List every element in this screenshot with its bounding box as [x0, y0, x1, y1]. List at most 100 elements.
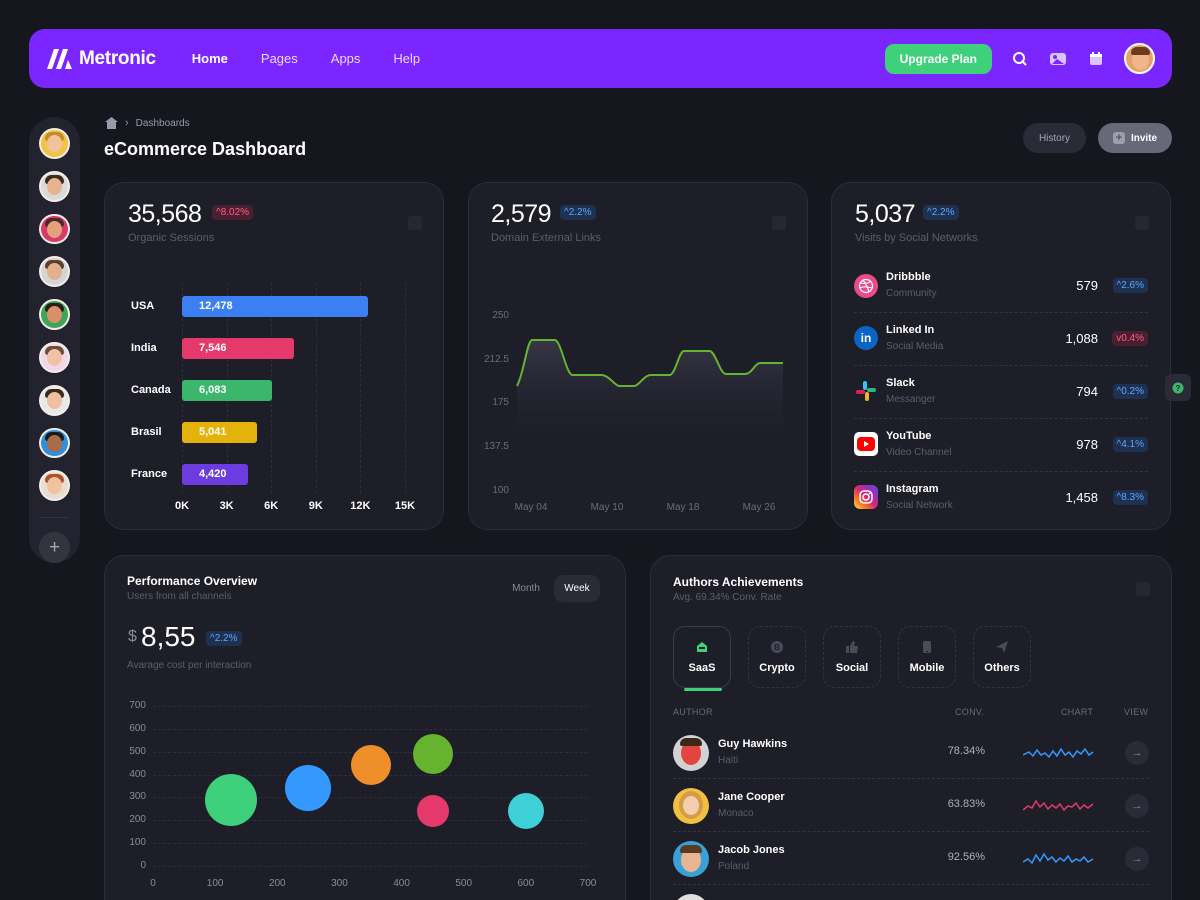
- divider: [854, 312, 1148, 313]
- card-menu-icon[interactable]: [772, 216, 786, 230]
- nav-home[interactable]: Home: [191, 51, 228, 66]
- x-tick: 400: [393, 878, 410, 889]
- tab-saas[interactable]: SaaS: [673, 626, 731, 691]
- tab-month[interactable]: Month: [512, 583, 540, 594]
- author-location: Haiti: [718, 755, 739, 766]
- metronic-logo-icon: [47, 48, 72, 69]
- gallery-icon[interactable]: [1048, 49, 1068, 69]
- area-fill: [517, 340, 783, 428]
- calendar-icon[interactable]: [1086, 49, 1106, 69]
- invite-button[interactable]: + Invite: [1098, 123, 1172, 153]
- view-author-button[interactable]: →: [1125, 794, 1149, 818]
- social-row-instagram[interactable]: Instagram Social Network 1,458 ^8.3%: [854, 472, 1148, 524]
- author-name[interactable]: Jane Cooper: [718, 791, 785, 803]
- sidebar-avatar-3[interactable]: [39, 213, 70, 245]
- sidebar-avatar-4[interactable]: [39, 256, 70, 288]
- organic-sessions-card: 35,568 ^8.02% Organic Sessions 0K 3K 6K 9K 1…: [104, 182, 444, 530]
- social-visits-label: Visits by Social Networks: [855, 232, 978, 244]
- x-tick: 100: [206, 878, 224, 889]
- bar[interactable]: 6,083: [182, 380, 273, 401]
- author-conv: 92.56%: [947, 851, 985, 863]
- upgrade-plan-button[interactable]: Upgrade Plan: [884, 43, 992, 74]
- external-links-change: ^2.2%: [560, 205, 596, 220]
- social-row-dribbble[interactable]: Dribbble Community 579 ^2.6%: [854, 260, 1148, 313]
- bubble[interactable]: [416, 795, 449, 828]
- sidebar-avatar-8[interactable]: [39, 427, 70, 459]
- bar[interactable]: 7,546: [182, 338, 295, 359]
- social-value: 794: [1076, 384, 1098, 399]
- social-row-slack[interactable]: Slack Messanger 794 ^0.2%: [854, 366, 1148, 419]
- social-row-youtube[interactable]: YouTube Video Channel 978 ^4.1%: [854, 419, 1148, 472]
- social-sub: Social Media: [886, 341, 944, 352]
- tab-crypto[interactable]: B Crypto: [748, 626, 806, 688]
- bubble[interactable]: [285, 765, 332, 812]
- add-contact-button[interactable]: +: [39, 532, 70, 563]
- nav-help[interactable]: Help: [393, 51, 421, 66]
- tab-mobile[interactable]: Mobile: [898, 626, 956, 688]
- nav-pages[interactable]: Pages: [260, 51, 298, 66]
- authors-achievements-card: Authors Achievements Avg. 69.34% Conv. R…: [650, 555, 1172, 900]
- grid-line: [153, 797, 588, 799]
- sidebar-avatar-5[interactable]: [39, 299, 70, 330]
- bar[interactable]: 5,041: [182, 422, 257, 443]
- brand[interactable]: Metronic: [46, 48, 156, 70]
- card-title: Performance Overview: [127, 574, 258, 588]
- mobile-icon: [923, 641, 931, 653]
- arrow-up-icon: ^: [210, 633, 215, 644]
- social-sub: Community: [886, 288, 937, 299]
- grid-line: [360, 283, 362, 493]
- table-row: [673, 885, 1149, 900]
- history-button[interactable]: History: [1023, 123, 1086, 153]
- home-icon[interactable]: [105, 117, 118, 129]
- tab-week[interactable]: Week: [554, 575, 600, 602]
- card-title: Authors Achievements: [673, 575, 804, 589]
- bubble[interactable]: [350, 745, 391, 786]
- bubble[interactable]: [412, 734, 453, 774]
- social-row-linkedin[interactable]: in Linked In Social Media 1,088 v0.4%: [854, 313, 1148, 366]
- sidebar-avatar-2[interactable]: [39, 170, 70, 202]
- tab-label: Mobile: [909, 662, 945, 674]
- y-tick: 175: [492, 397, 509, 408]
- tab-label: Crypto: [759, 662, 795, 674]
- organic-sessions-label: Organic Sessions: [128, 232, 215, 244]
- help-drawer-toggle[interactable]: ?: [1165, 374, 1191, 401]
- bubble[interactable]: [204, 773, 257, 826]
- author-name[interactable]: Jacob Jones: [718, 844, 785, 856]
- bar-category-label: France: [131, 468, 168, 480]
- author-name[interactable]: Guy Hawkins: [718, 738, 788, 750]
- x-tick: May 04: [515, 502, 548, 513]
- view-author-button[interactable]: →: [1125, 847, 1149, 871]
- bar[interactable]: 12,478: [182, 296, 368, 317]
- arrow-up-icon: ^: [1116, 386, 1122, 397]
- plus-icon: +: [1112, 132, 1125, 144]
- y-tick: 100: [129, 837, 146, 849]
- active-tab-indicator: [684, 688, 722, 691]
- sidebar-avatar-9[interactable]: [39, 470, 70, 502]
- nav-apps[interactable]: Apps: [330, 51, 361, 66]
- table-row: Jacob Jones Poland 92.56% →: [673, 832, 1149, 885]
- view-author-button[interactable]: →: [1125, 741, 1149, 765]
- grid-line: [153, 843, 588, 845]
- user-avatar[interactable]: [1124, 43, 1155, 74]
- external-links-value: 2,579: [491, 200, 552, 228]
- card-menu-icon[interactable]: [1136, 582, 1150, 596]
- card-menu-icon[interactable]: [408, 216, 422, 230]
- sidebar-avatar-1[interactable]: [39, 128, 70, 159]
- card-menu-icon[interactable]: [1135, 216, 1149, 230]
- linkedin-icon: in: [854, 326, 878, 350]
- slack-icon: [854, 379, 878, 403]
- bar[interactable]: 4,420: [182, 464, 248, 485]
- sidebar-avatar-6[interactable]: [39, 341, 70, 373]
- breadcrumb-current[interactable]: Dashboards: [135, 117, 190, 129]
- sidebar-avatar-7[interactable]: [39, 384, 70, 416]
- chevron-right-icon: ›: [125, 117, 129, 129]
- social-name: Slack: [886, 377, 915, 389]
- external-links-label: Domain External Links: [491, 232, 602, 244]
- tab-social[interactable]: Social: [823, 626, 881, 688]
- tab-others[interactable]: Others: [973, 626, 1031, 688]
- search-icon[interactable]: [1010, 49, 1030, 69]
- bubble[interactable]: [507, 793, 544, 830]
- x-tick: 3K: [219, 500, 234, 512]
- page-title: eCommerce Dashboard: [104, 139, 307, 159]
- author-avatar: [673, 735, 709, 771]
